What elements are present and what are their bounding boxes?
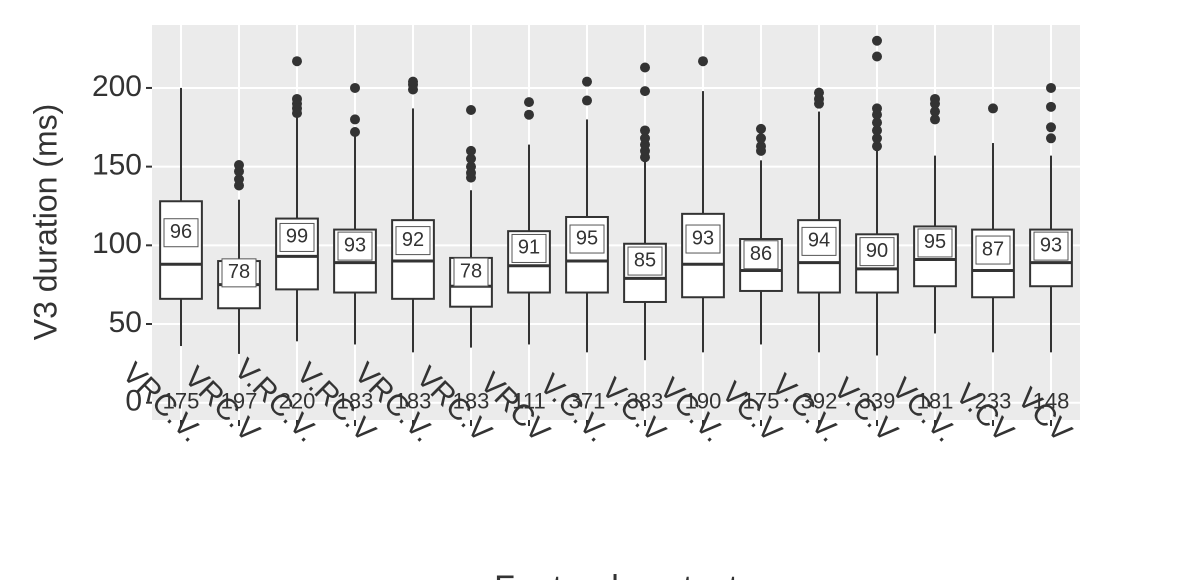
outlier [930,106,940,117]
mean-label: 90 [866,240,888,262]
mean-label-box [743,240,779,270]
outlier [640,86,650,97]
mean-label-box [627,246,663,276]
mean-label-box [917,228,953,258]
outlier [988,103,998,114]
count-label: 383 [627,389,664,414]
y-tick-label: 100 [92,227,142,260]
mean-label: 86 [750,243,772,265]
count-label: 183 [395,389,432,414]
mean-label-box [395,226,431,256]
mean-label: 91 [518,237,540,259]
outlier [466,104,476,115]
outlier [756,123,766,134]
outlier [872,133,882,144]
y-tick-label: 200 [92,70,142,103]
outlier [640,133,650,144]
mean-label: 99 [286,226,308,248]
count-label: 197 [221,389,258,414]
outlier [756,141,766,152]
count-label: 183 [453,389,490,414]
count-label: 371 [569,389,606,414]
mean-label: 93 [692,227,714,249]
outlier [234,160,244,171]
mean-label-box [279,222,315,252]
outlier [408,76,418,87]
mean-label-box [453,257,489,287]
mean-label-box [975,235,1011,265]
outlier [466,145,476,156]
mean-label: 78 [460,260,482,282]
outlier [872,141,882,152]
mean-label: 87 [982,238,1004,260]
mean-label: 95 [924,231,946,253]
mean-label: 96 [170,221,192,243]
outlier [930,93,940,104]
outlier [698,56,708,67]
mean-label-box [337,231,373,261]
mean-label-box [1033,231,1069,261]
mean-label-box [511,233,547,263]
count-label: 111 [512,389,545,414]
outlier [1046,82,1056,93]
mean-label: 93 [1040,234,1062,256]
outlier [466,153,476,164]
outlier [292,93,302,104]
outlier [582,76,592,87]
outlier [292,56,302,67]
outlier [582,95,592,106]
mean-label: 92 [402,229,424,251]
mean-label: 93 [344,234,366,256]
outlier [350,82,360,93]
count-label: 190 [685,389,722,414]
count-label: 220 [279,389,316,414]
outlier [466,161,476,172]
count-label: 175 [743,389,780,414]
outlier [872,51,882,62]
count-label: 392 [801,389,838,414]
outlier [872,35,882,46]
outlier [872,103,882,114]
mean-label-box [163,218,199,248]
outlier [640,62,650,73]
mean-label-box [569,224,605,254]
y-tick-label: 0 [125,385,142,418]
box [159,200,203,300]
outlier [872,117,882,128]
outlier [1046,133,1056,144]
outlier [1046,122,1056,133]
count-label: 181 [917,389,954,414]
count-label: 148 [1033,389,1070,414]
outlier [524,97,534,108]
mean-label-box [801,226,837,256]
y-axis-title: V3 duration (ms) [27,104,63,341]
mean-label: 95 [576,227,598,249]
count-label: 183 [337,389,374,414]
outlier [350,127,360,138]
mean-label-box [685,224,721,254]
mean-label: 78 [228,261,250,283]
x-axis-title: Featural context [494,569,738,580]
count-label: 339 [859,389,896,414]
outlier [1046,101,1056,112]
y-tick-label: 50 [109,306,142,339]
outlier [640,125,650,136]
outlier [930,114,940,125]
mean-label: 94 [808,230,830,252]
count-label: 233 [975,389,1012,414]
mean-label-box [221,258,257,288]
y-tick-label: 150 [92,149,142,182]
count-label: 175 [163,389,200,414]
outlier [350,114,360,125]
outlier [756,133,766,144]
mean-label-box [859,237,895,267]
outlier [872,125,882,136]
mean-label: 85 [634,249,656,271]
outlier [524,109,534,120]
outlier [234,174,244,185]
outlier [814,87,824,98]
